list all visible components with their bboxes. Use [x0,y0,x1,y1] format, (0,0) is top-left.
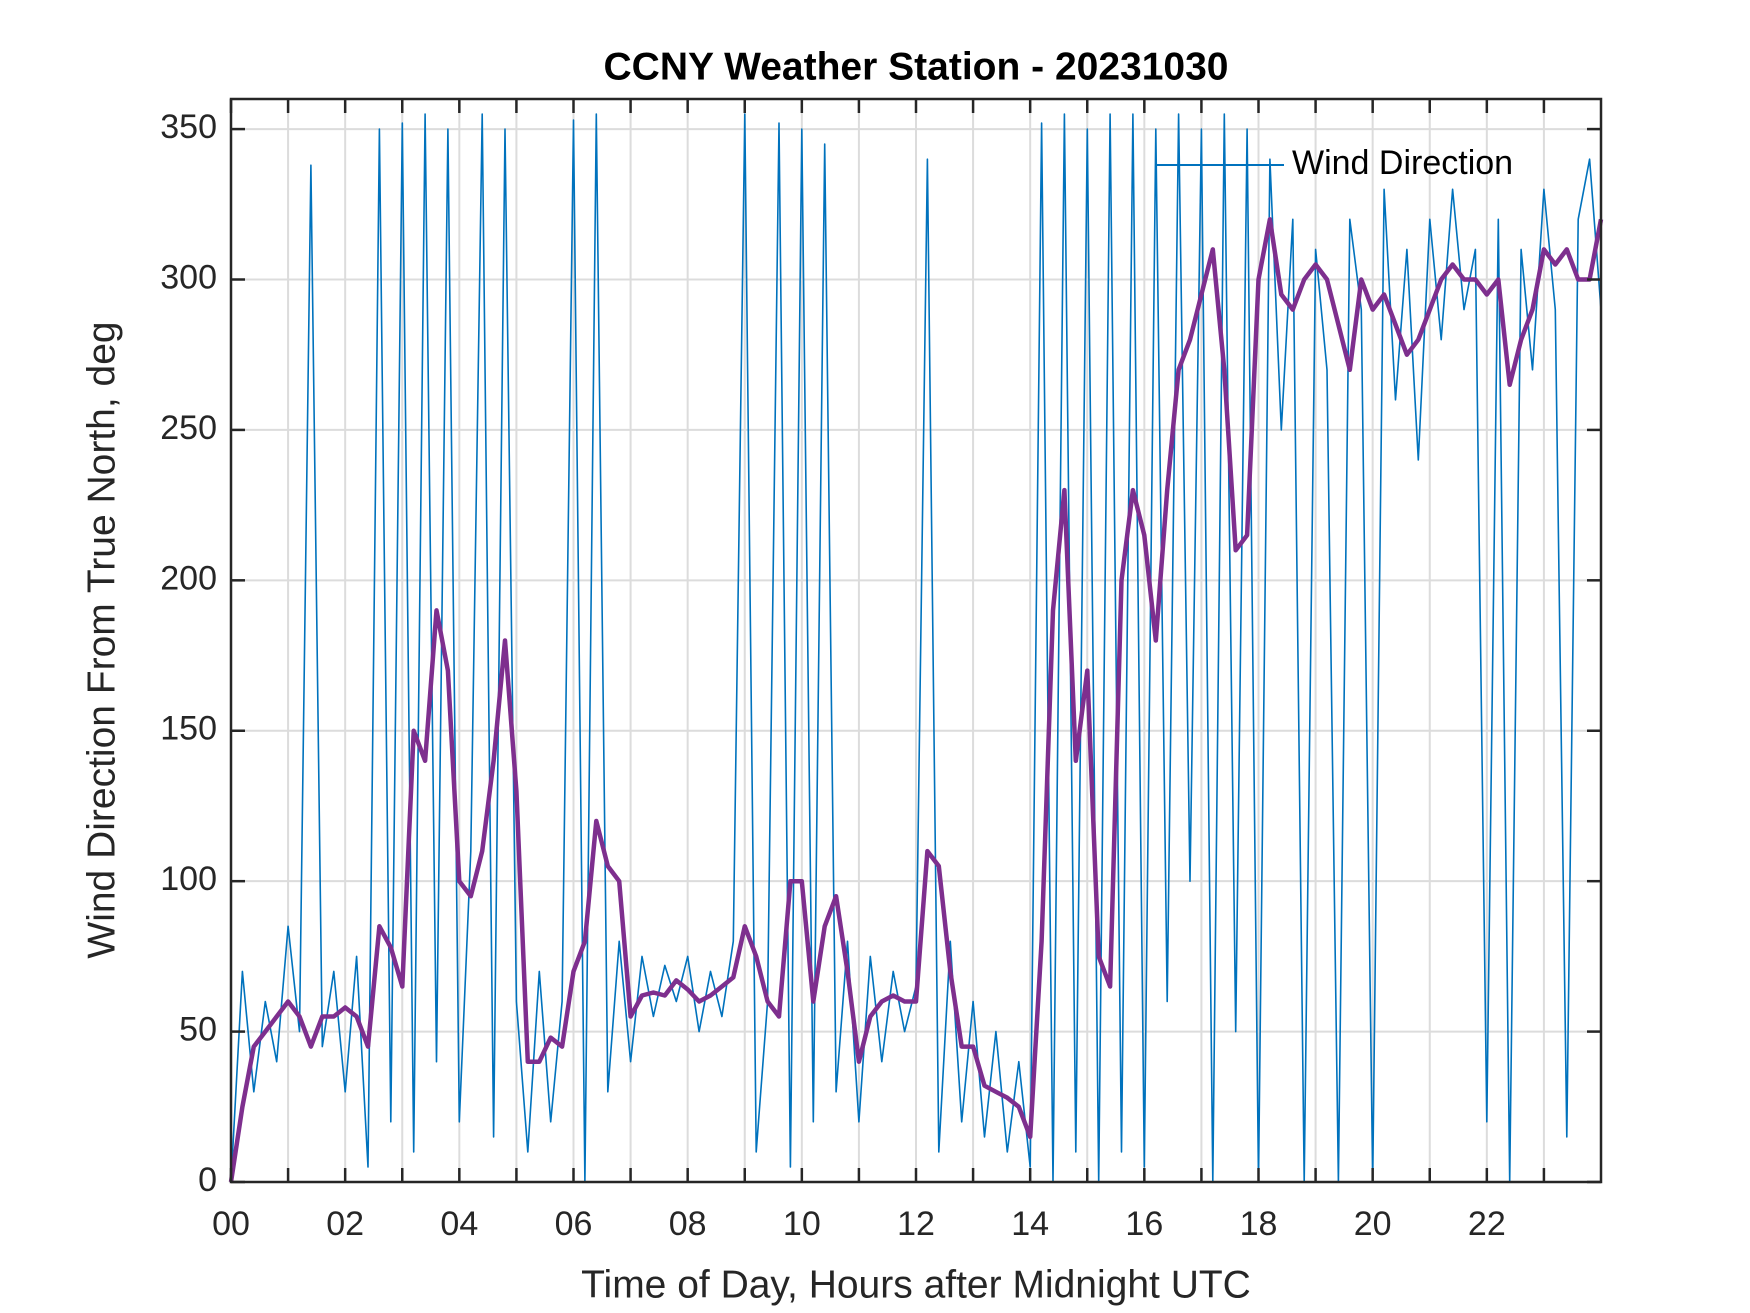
x-tick-label: 06 [555,1205,593,1243]
y-tick-label: 350 [160,108,217,146]
x-tick-label: 08 [669,1205,707,1243]
chart-title: CCNY Weather Station - 20231030 [604,45,1229,88]
legend-label: Wind Direction [1292,144,1513,182]
x-tick-label: 12 [897,1205,935,1243]
x-tick-label: 10 [783,1205,821,1243]
x-tick-label: 20 [1354,1205,1392,1243]
y-tick-label: 0 [198,1161,217,1199]
y-tick-label: 300 [160,258,217,296]
x-tick-label: 16 [1125,1205,1163,1243]
y-axis-label: Wind Direction From True North, deg [80,321,123,958]
y-tick-label: 100 [160,860,217,898]
x-tick-label: 14 [1011,1205,1049,1243]
y-tick-label: 200 [160,559,217,597]
y-tick-label: 250 [160,409,217,447]
x-axis-label: Time of Day, Hours after Midnight UTC [581,1263,1251,1306]
smoothed-line [228,217,1604,1183]
x-tick-label: 00 [212,1205,250,1243]
y-tick-label: 50 [179,1011,217,1049]
x-tick-label: 22 [1468,1205,1506,1243]
x-tick-label: 02 [326,1205,364,1243]
x-tick-label: 04 [440,1205,478,1243]
x-tick-label: 18 [1240,1205,1278,1243]
y-tick-label: 150 [160,710,217,748]
